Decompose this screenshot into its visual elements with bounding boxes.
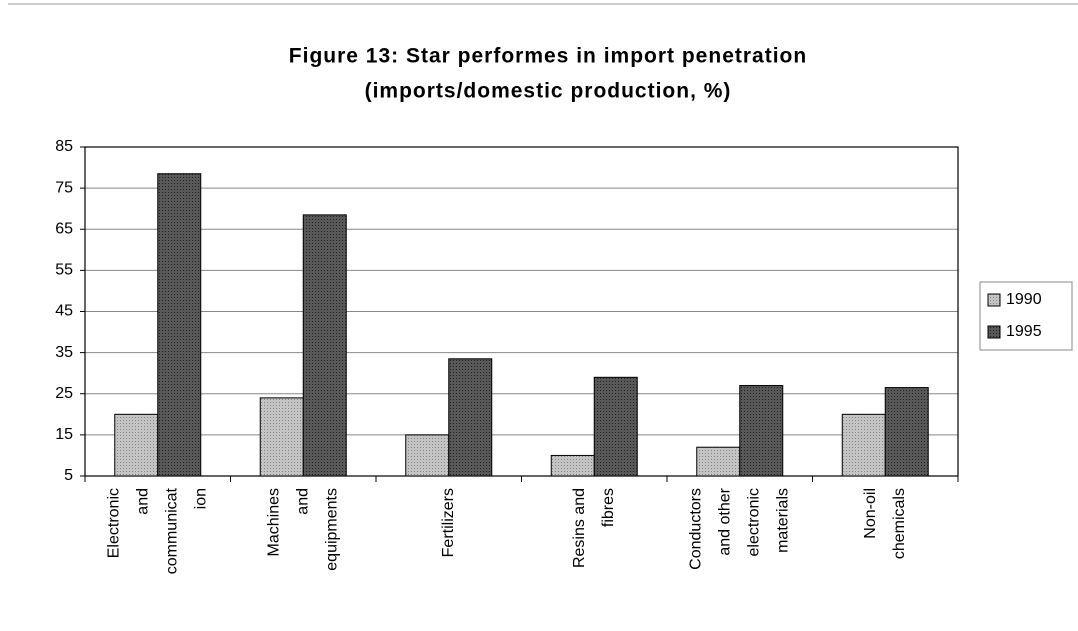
bar: [405, 434, 450, 477]
x-tick-label: ion: [192, 488, 209, 509]
legend-label: 1990: [1006, 291, 1042, 308]
x-tick-label: Machines: [265, 488, 282, 556]
y-tick-label: 75: [55, 179, 73, 196]
y-tick-label: 65: [55, 220, 73, 237]
legend-swatch: [987, 325, 1001, 339]
bar: [302, 214, 347, 477]
y-tick-label: 45: [55, 303, 73, 320]
x-tick-label: Non-oil: [862, 488, 879, 539]
x-tick-label: materials: [774, 488, 791, 553]
bar: [696, 446, 741, 477]
y-tick-label: 35: [55, 344, 73, 361]
bar: [448, 358, 493, 477]
chart-title: Figure 13: Star performes in import pene…: [289, 45, 807, 68]
bar: [114, 413, 159, 477]
legend-box: [979, 281, 1073, 351]
y-tick-label: 85: [55, 138, 73, 155]
x-tick-label: chemicals: [891, 488, 908, 559]
bar: [157, 173, 202, 477]
bar: [841, 413, 886, 477]
y-tick-label: 55: [55, 262, 73, 279]
x-tick-label: electronic: [745, 488, 762, 556]
legend-swatch: [987, 293, 1001, 307]
x-tick-label: Electronic: [105, 488, 122, 558]
x-tick-label: and other: [716, 487, 733, 555]
x-tick-label: and: [134, 488, 151, 515]
x-tick-label: Resins and: [571, 488, 588, 568]
x-tick-label: and: [294, 488, 311, 515]
x-tick-label: equipments: [323, 488, 340, 571]
x-tick-label: communicat: [163, 487, 180, 574]
x-tick-label: fibres: [600, 488, 617, 527]
bar: [884, 387, 929, 477]
bar: [550, 454, 595, 477]
legend-label: 1995: [1006, 323, 1042, 340]
y-tick-label: 5: [64, 467, 73, 484]
bar: [593, 376, 638, 477]
y-tick-label: 25: [55, 385, 73, 402]
bar: [259, 397, 304, 477]
x-tick-label: Fertilizers: [440, 488, 457, 557]
chart-subtitle: (imports/domestic production, %): [365, 80, 732, 103]
x-tick-label: Conductors: [687, 488, 704, 570]
y-tick-label: 15: [55, 426, 73, 443]
bar: [739, 385, 784, 477]
